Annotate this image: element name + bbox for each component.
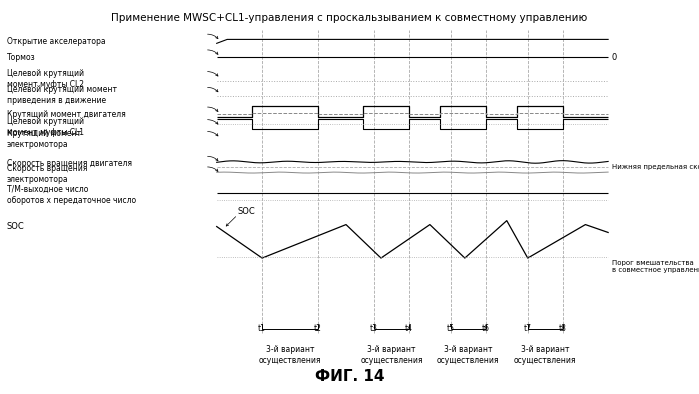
Text: 0: 0	[612, 53, 617, 61]
Text: t5: t5	[447, 324, 455, 333]
Text: SOC: SOC	[7, 222, 24, 231]
Text: t7: t7	[524, 324, 532, 333]
Text: Применение MWSC+CL1-управления с проскальзыванием к совместному управлению: Применение MWSC+CL1-управления с проскал…	[111, 13, 588, 22]
Text: t3: t3	[370, 324, 378, 333]
Text: Целевой крутящий момент
приведения в движение: Целевой крутящий момент приведения в дви…	[7, 84, 117, 105]
Text: Порог вмешательства
в совместное управление: Порог вмешательства в совместное управле…	[612, 260, 699, 273]
Text: Скорость вращения двигателя: Скорость вращения двигателя	[7, 159, 132, 168]
Text: Целевой крутящий
момент муфты CL2: Целевой крутящий момент муфты CL2	[7, 69, 84, 89]
Text: Скорость вращения
электромотора: Скорость вращения электромотора	[7, 164, 87, 184]
Text: t4: t4	[405, 324, 413, 333]
Text: Т/М-выходное число
оборотов x передаточное число: Т/М-выходное число оборотов x передаточн…	[7, 185, 136, 206]
Text: ФИГ. 14: ФИГ. 14	[315, 369, 384, 384]
Text: Целевой крутящий
момент муфты CL1: Целевой крутящий момент муфты CL1	[7, 117, 84, 137]
Text: 3-й вариант
осуществления: 3-й вариант осуществления	[514, 345, 577, 365]
Text: Крутящий момент двигателя: Крутящий момент двигателя	[7, 110, 126, 119]
Text: 3-й вариант
осуществления: 3-й вариант осуществления	[437, 345, 500, 365]
Text: t6: t6	[482, 324, 490, 333]
Text: 3-й вариант
осуществления: 3-й вариант осуществления	[259, 345, 322, 365]
Text: 3-й вариант
осуществления: 3-й вариант осуществления	[360, 345, 423, 365]
Text: Тормоз: Тормоз	[7, 53, 36, 61]
Text: t2: t2	[314, 324, 322, 333]
Text: SOC: SOC	[238, 207, 255, 216]
Text: t1: t1	[258, 324, 266, 333]
Text: Нижняя предельная скорость двигателя: Нижняя предельная скорость двигателя	[612, 164, 699, 171]
Text: Открытие акселератора: Открытие акселератора	[7, 37, 106, 46]
Text: t8: t8	[559, 324, 567, 333]
Text: Крутящий момент
электромотора: Крутящий момент электромотора	[7, 128, 81, 149]
